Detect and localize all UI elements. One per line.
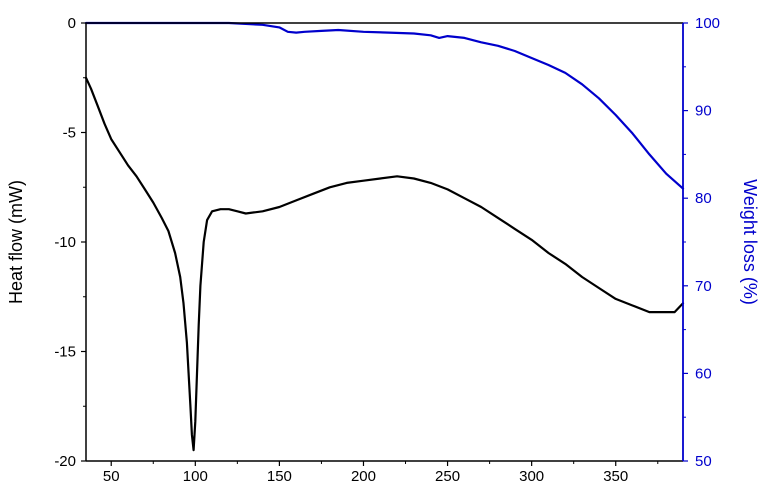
x-tick-label: 100 bbox=[183, 468, 208, 485]
y-axis-title-heat-flow: Heat flow (mW) bbox=[6, 180, 26, 304]
y2-axis-title-weight-loss: Weight loss (%) bbox=[740, 179, 760, 305]
x-tick-label: 350 bbox=[603, 468, 628, 485]
y-tick-label: -20 bbox=[54, 453, 76, 470]
y2-tick-label: 70 bbox=[695, 278, 712, 295]
series-layer bbox=[84, 21, 685, 452]
y-tick-label: -10 bbox=[54, 234, 76, 251]
y2-tick-label: 90 bbox=[695, 103, 712, 120]
series-line-weight-loss bbox=[84, 21, 685, 190]
series-line-heat-flow bbox=[84, 76, 685, 452]
y2-tick-label: 100 bbox=[695, 15, 720, 32]
y2-tick-label: 50 bbox=[695, 453, 712, 470]
x-tick-label: 200 bbox=[351, 468, 376, 485]
y-tick-label: 0 bbox=[68, 15, 76, 32]
y2-tick-label: 80 bbox=[695, 190, 712, 207]
x-tick-label: 300 bbox=[519, 468, 544, 485]
y2-tick-label: 60 bbox=[695, 365, 712, 382]
y-tick-label: -5 bbox=[63, 125, 76, 142]
x-tick-label: 250 bbox=[435, 468, 460, 485]
axes-layer bbox=[85, 22, 684, 462]
ticks-layer: 50 100 150 200 250 300 350 0 -5 -10 -15 -20 100 90 80 7… bbox=[54, 15, 720, 485]
x-tick-label: 50 bbox=[103, 468, 120, 485]
x-tick-label: 150 bbox=[267, 468, 292, 485]
y-tick-label: -15 bbox=[54, 344, 76, 361]
